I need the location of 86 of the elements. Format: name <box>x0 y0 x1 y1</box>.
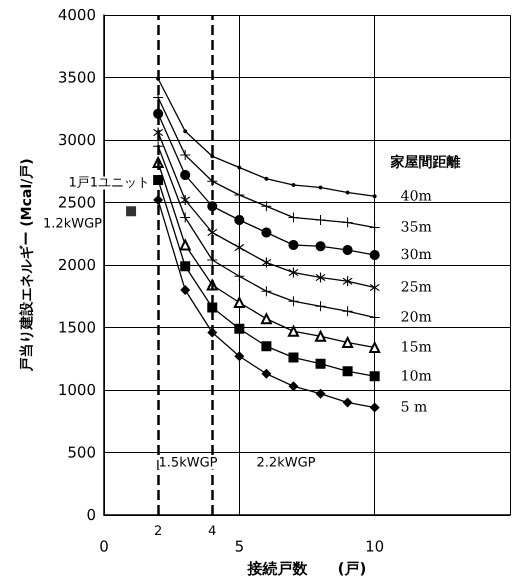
point <box>234 351 244 362</box>
y-tick-label: 4000 <box>58 6 96 24</box>
point <box>126 206 136 216</box>
point <box>370 282 380 292</box>
point <box>316 388 326 399</box>
y-tick-label: 3500 <box>58 68 96 86</box>
x-tick-label: 5 <box>234 538 244 556</box>
point <box>342 276 353 286</box>
point <box>288 381 298 392</box>
point <box>261 368 272 379</box>
series-label: 40m <box>400 188 432 204</box>
point <box>180 261 190 272</box>
point <box>180 212 190 222</box>
series-label: 5 m <box>400 400 428 416</box>
point <box>342 306 353 316</box>
point <box>288 240 298 250</box>
point <box>288 352 298 362</box>
text: 1.2kWGP <box>43 216 102 232</box>
point <box>264 176 268 181</box>
series-label: 25m <box>400 280 432 296</box>
ref-line-label: 2 <box>154 524 162 539</box>
legend-title: 家屋間距離 <box>390 153 461 170</box>
point <box>369 342 380 353</box>
point <box>288 212 298 222</box>
point <box>316 241 326 252</box>
point <box>316 301 326 312</box>
x-axis-title: 接続戸数 (戸) <box>246 560 366 578</box>
y-tick-label: 1000 <box>58 381 96 399</box>
point <box>234 324 244 334</box>
annotation: 1戸1ユニット <box>68 176 150 190</box>
point <box>180 285 190 295</box>
point <box>261 201 272 212</box>
point <box>234 215 244 225</box>
point <box>316 215 326 225</box>
point <box>342 218 353 228</box>
y-tick-label: 0 <box>86 506 96 524</box>
annotation: 2.2kWGP <box>256 456 316 470</box>
point <box>261 228 272 238</box>
x-tick-label: 0 <box>99 538 109 556</box>
y-axis-title: 戸当り建設エネルギー (Mcal/戸) <box>19 158 35 373</box>
point <box>180 195 190 205</box>
point <box>261 286 272 296</box>
ref-line-label: 4 <box>208 524 216 539</box>
point <box>183 129 188 134</box>
point <box>342 337 354 348</box>
point <box>342 366 353 376</box>
point <box>370 402 380 412</box>
series-label: 10m <box>400 368 432 384</box>
point <box>234 297 245 308</box>
point <box>315 330 326 342</box>
point <box>372 194 377 198</box>
point <box>370 250 380 260</box>
point <box>180 150 190 160</box>
point <box>318 186 323 190</box>
y-tick-label: 1500 <box>58 318 96 336</box>
point <box>180 240 191 250</box>
point <box>237 166 242 170</box>
point <box>370 371 380 382</box>
point <box>261 258 272 268</box>
annotation: 1.5kWGP <box>158 456 218 470</box>
point <box>370 312 380 322</box>
series-label: 35m <box>400 220 432 236</box>
y-tick-label: 2000 <box>58 256 96 274</box>
x-tick-label: 10 <box>365 538 384 556</box>
y-tick-label: 3000 <box>58 131 96 149</box>
point <box>288 268 298 278</box>
point <box>342 398 353 408</box>
point <box>342 245 353 255</box>
point <box>316 358 326 369</box>
y-tick-label: 500 <box>67 444 96 462</box>
point <box>234 190 244 200</box>
point <box>316 272 326 282</box>
series-label: 15m <box>400 340 432 356</box>
point <box>370 222 380 232</box>
series-label: 20m <box>400 310 432 326</box>
y-tick-label: 2500 <box>58 194 96 212</box>
point <box>288 296 298 306</box>
point <box>180 170 190 180</box>
point <box>260 313 272 324</box>
point <box>234 242 244 252</box>
point <box>346 190 350 194</box>
point <box>261 341 272 352</box>
point <box>291 183 296 187</box>
point <box>234 271 244 282</box>
series-label: 30m <box>400 247 432 263</box>
point <box>288 326 299 337</box>
